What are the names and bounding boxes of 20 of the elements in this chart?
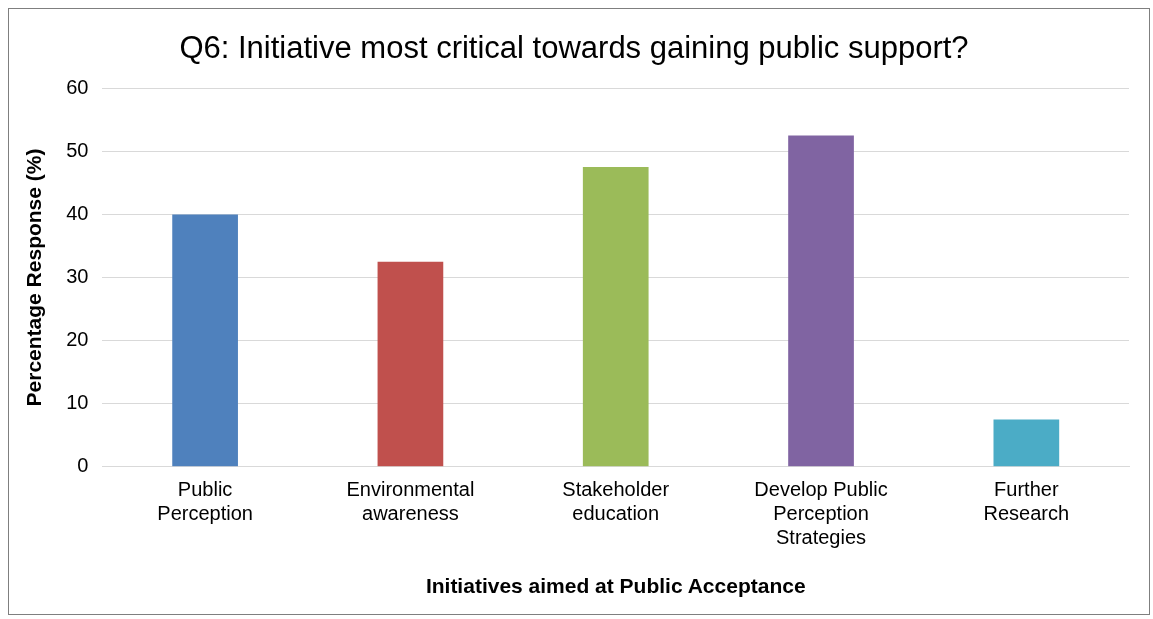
x-tick-label: Public Perception [157,478,253,525]
y-tick-label: 0 [77,454,89,477]
x-tick-label: Environmental awareness [346,478,475,525]
x-axis-title: Initiatives aimed at Public Acceptance [425,574,806,598]
bar [788,135,854,467]
y-tick-label: 40 [66,201,89,224]
y-tick-label: 60 [66,75,89,98]
y-tick-label: 50 [66,138,89,161]
x-tick-label: Further Research [983,478,1070,525]
y-axis-title: Percentage Response (%) [22,148,46,407]
chart-title: Q6: Initiative most critical towards gaining public support? [179,30,969,66]
y-tick-label: 30 [66,265,89,288]
bar [172,214,238,467]
bar [377,261,444,467]
bar [582,167,649,467]
y-tick-label: 20 [66,328,89,351]
y-tick-label: 10 [66,391,89,414]
bar [993,419,1060,467]
x-tick-label: Stakeholder education [562,478,670,525]
x-tick-label: Develop Public Perception Strategies [754,478,888,549]
